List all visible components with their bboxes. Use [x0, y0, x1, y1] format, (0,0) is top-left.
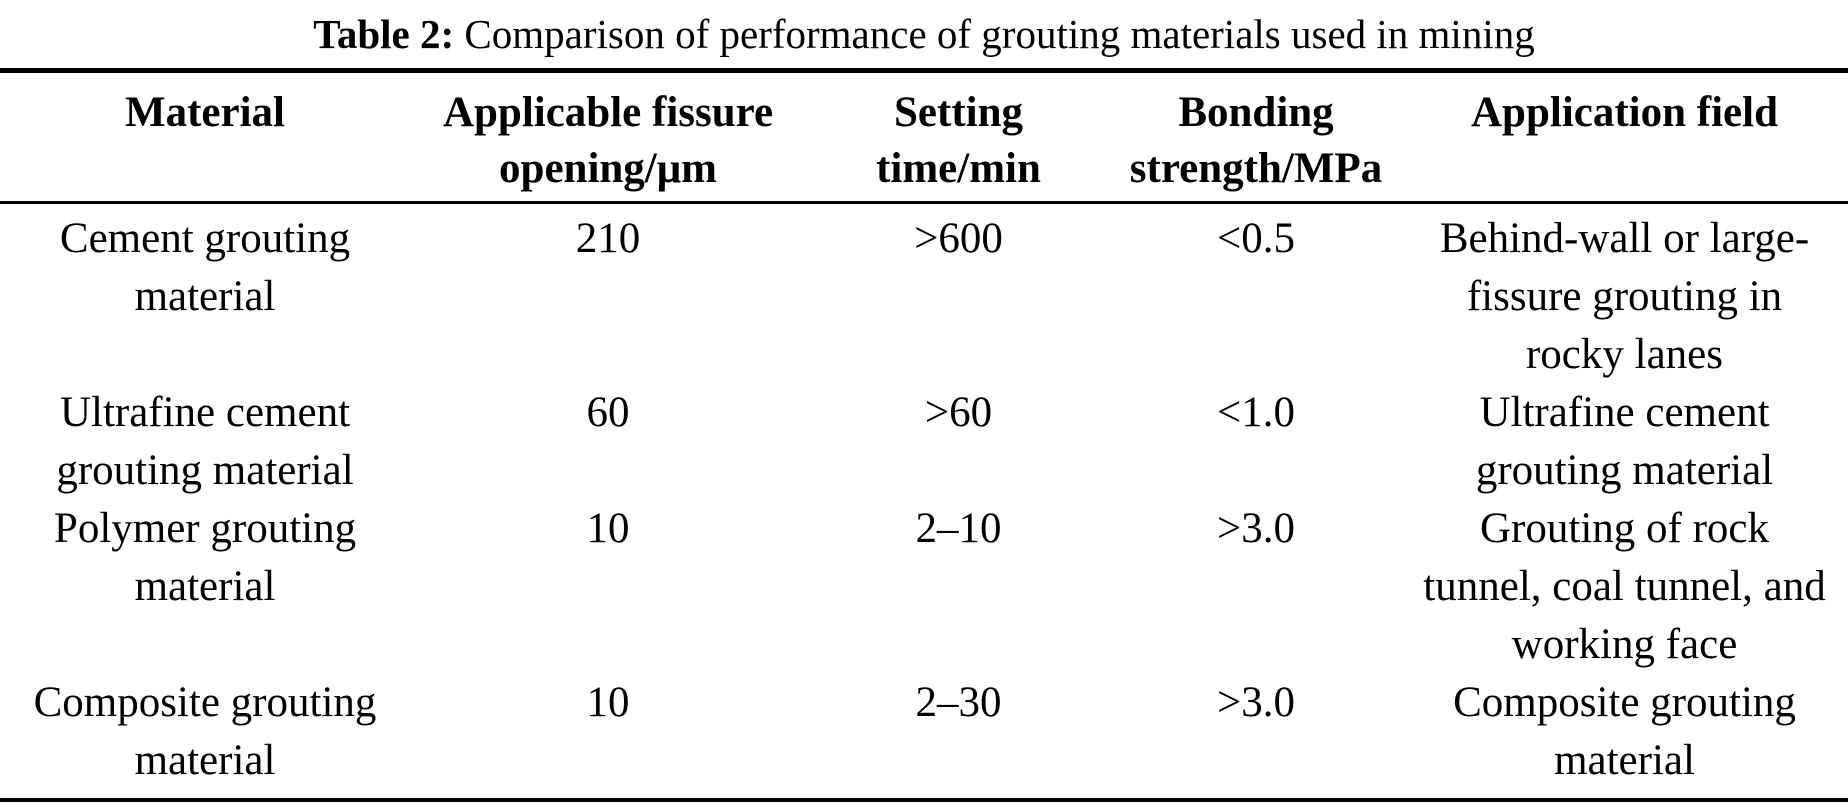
cell-fissure-opening: 210 — [575, 215, 641, 262]
table-row-cement: Cement grouting material 210 >600 <0.5 B… — [0, 203, 1848, 385]
cell-setting-time: 2–10 — [915, 505, 1002, 552]
table-caption: Table 2: Comparison of performance of gr… — [0, 0, 1848, 68]
table-caption-text: Comparison of performance of grouting ma… — [464, 11, 1535, 57]
table-body: Cement grouting material 210 >600 <0.5 B… — [0, 203, 1848, 801]
col-header-bonding-strength: Bonding strength/MPa — [1111, 70, 1401, 204]
header-row: Material Applicable fissure opening/μm S… — [0, 70, 1848, 204]
col-header-setting-time: Setting time/min — [806, 70, 1111, 204]
cell-fissure-opening: 60 — [586, 389, 630, 436]
cell-application-field: Ultrafine cement grouting material — [1475, 389, 1774, 494]
cell-application-field: Composite grouting material — [1453, 679, 1796, 784]
cell-bonding-strength: >3.0 — [1216, 505, 1295, 552]
cell-material: Cement grouting material — [59, 215, 351, 320]
cell-fissure-opening: 10 — [586, 679, 630, 726]
table-caption-label: Table 2: — [313, 11, 455, 57]
cell-bonding-strength: <1.0 — [1216, 389, 1295, 436]
cell-material: Ultrafine cement grouting material — [56, 389, 354, 494]
table-row-composite: Composite grouting material 10 2–30 >3.0… — [0, 674, 1848, 800]
cell-application-field: Grouting of rock tunnel, coal tunnel, an… — [1423, 505, 1826, 668]
grouting-materials-table: Material Applicable fissure opening/μm S… — [0, 68, 1848, 802]
cell-setting-time: 2–30 — [915, 679, 1002, 726]
table-row-ultrafine-cement: Ultrafine cement grouting material 60 >6… — [0, 384, 1848, 500]
col-header-fissure-opening: Applicable fissure opening/μm — [410, 70, 806, 204]
cell-bonding-strength: <0.5 — [1216, 215, 1295, 262]
cell-setting-time: >60 — [924, 389, 993, 436]
table-row-polymer: Polymer grouting material 10 2–10 >3.0 G… — [0, 500, 1848, 674]
cell-setting-time: >600 — [914, 215, 1003, 262]
cell-material: Polymer grouting material — [53, 505, 357, 610]
table-header: Material Applicable fissure opening/μm S… — [0, 70, 1848, 204]
col-header-application-field: Application field — [1401, 70, 1848, 204]
cell-application-field: Behind-wall or large-fissure grouting in… — [1439, 215, 1810, 378]
cell-material: Composite grouting material — [33, 679, 377, 784]
col-header-material: Material — [0, 70, 410, 204]
cell-bonding-strength: >3.0 — [1216, 679, 1295, 726]
cell-fissure-opening: 10 — [586, 505, 630, 552]
